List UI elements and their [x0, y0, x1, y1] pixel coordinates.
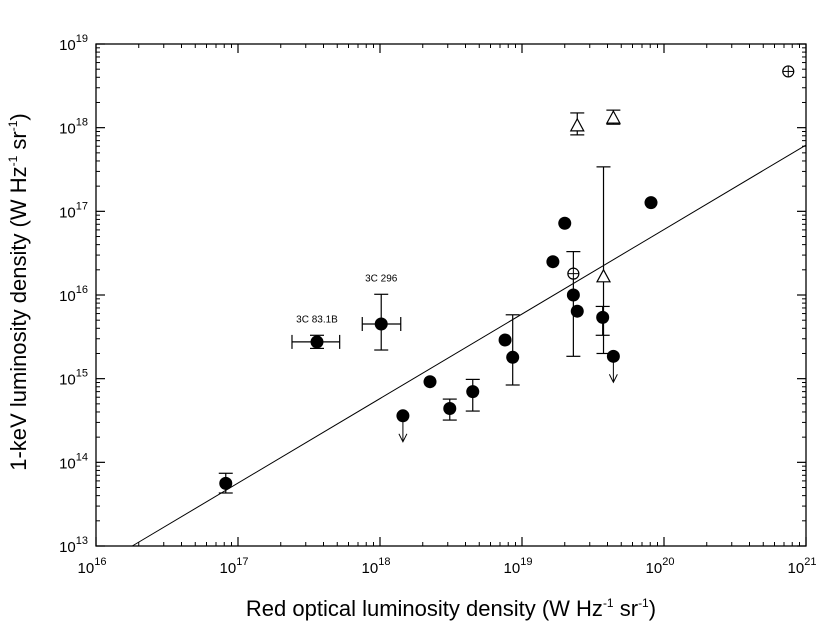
x-tick-label: 1017	[220, 556, 249, 577]
data-point-filled	[546, 255, 560, 269]
y-tick-label: 1013	[59, 535, 88, 556]
data-point-filled	[466, 385, 480, 399]
x-tick-label: 1019	[504, 556, 533, 577]
data-point-triangle	[596, 268, 612, 283]
y-tick-label: 1019	[59, 33, 88, 54]
data-point-filled	[596, 310, 610, 324]
point-label: 3C 83.1B	[296, 314, 338, 325]
y-axis-title: 1-keV luminosity density (W Hz-1 sr-1)	[6, 113, 31, 471]
point-label: 3C 296	[365, 273, 398, 284]
x-tick-label: 1018	[362, 556, 391, 577]
data-point-filled	[423, 375, 437, 389]
data-point-filled	[558, 216, 572, 230]
data-point-filled	[374, 317, 388, 331]
fit-line	[131, 144, 807, 547]
upper-limit-arrow-head	[608, 374, 618, 384]
axis-tick-labels: 1016 1017 1018 1019 1020 1021 1013 1014 1015 1016…	[59, 33, 816, 577]
upper-limit-arrow-head	[398, 433, 408, 443]
data-point-filled	[566, 288, 580, 302]
x-axis-title: Red optical luminosity density (W Hz-1 s…	[246, 596, 656, 621]
error-bars	[218, 109, 621, 494]
data-markers	[219, 65, 795, 490]
data-point-triangle	[569, 117, 585, 132]
data-point-filled	[644, 196, 658, 210]
y-tick-label: 1018	[59, 117, 88, 138]
axis-ticks	[95, 43, 807, 547]
data-point-filled	[498, 333, 512, 347]
x-tick-label: 1016	[78, 556, 107, 577]
data-point-filled	[570, 304, 584, 318]
y-tick-label: 1015	[59, 368, 88, 389]
y-tick-label: 1017	[59, 200, 88, 221]
point-annotations: 3C 83.1B 3C 296	[296, 273, 398, 325]
x-tick-label: 1020	[646, 556, 675, 577]
data-point-filled	[443, 401, 457, 415]
data-point-triangle	[605, 109, 621, 124]
data-point-filled	[310, 335, 324, 349]
y-tick-label: 1014	[59, 451, 88, 472]
data-point-filled	[506, 350, 520, 364]
plot-frame	[95, 43, 807, 547]
x-tick-label: 1021	[788, 556, 817, 577]
data-point-filled	[219, 476, 233, 490]
y-tick-label: 1016	[59, 284, 88, 305]
